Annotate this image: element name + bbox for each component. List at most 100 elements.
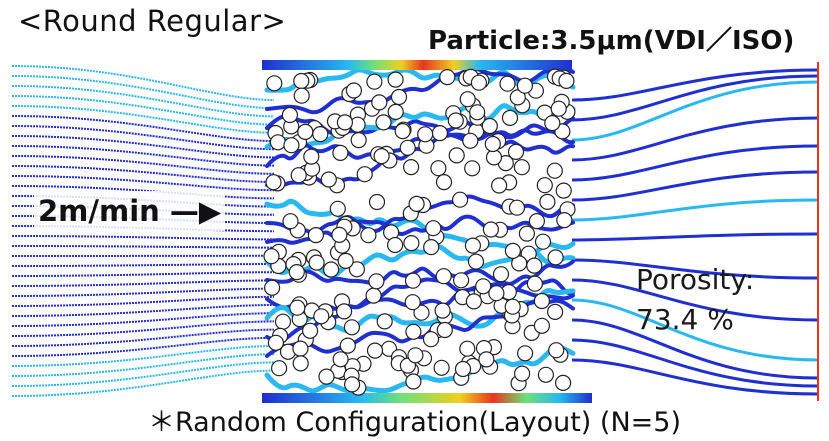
fiber-circle — [336, 114, 353, 131]
flow-simulation-image — [12, 60, 822, 403]
fiber-circle — [408, 195, 425, 212]
inflow-streamline — [12, 75, 275, 110]
fiber-circle — [533, 292, 551, 310]
fiber-circle — [371, 94, 388, 111]
fiber-circle — [528, 213, 546, 230]
fiber-circle — [526, 257, 543, 274]
fiber-circle — [439, 69, 456, 86]
fiber-circle — [544, 114, 561, 132]
fiber-circle — [368, 273, 385, 290]
fiber-circle — [356, 166, 373, 183]
fiber-circle — [485, 149, 503, 166]
fiber-circle — [387, 71, 404, 88]
fiber-circle — [344, 376, 361, 393]
outflow-streamline — [571, 170, 819, 202]
fiber-circle — [550, 100, 567, 117]
fiber-circle — [297, 123, 314, 141]
fiber-circle — [394, 122, 411, 140]
fiber-circle — [405, 373, 422, 390]
fiber-circle — [264, 279, 281, 296]
inflow-streamline — [12, 145, 275, 167]
outflow-streamline — [571, 278, 819, 322]
fiber-circle — [281, 106, 298, 124]
fiber-circle — [292, 355, 309, 372]
fiber-circle — [436, 321, 453, 339]
outflow-streamline — [571, 80, 819, 142]
inflow-streamline — [12, 115, 275, 142]
fiber-circle — [343, 319, 360, 336]
fiber-circle — [558, 72, 575, 89]
fiber-circle — [499, 75, 516, 92]
fiber-circle — [329, 200, 346, 217]
fiber-circle — [332, 351, 349, 368]
fiber-circle — [366, 342, 384, 359]
fiber-circle — [508, 199, 526, 216]
fiber-circle — [431, 124, 448, 142]
fiber-circle — [453, 272, 470, 289]
fiber-circle — [526, 275, 544, 292]
inflow-streamline — [12, 175, 275, 192]
outflow-streamline — [571, 68, 819, 102]
fiber-circle — [492, 266, 510, 283]
fiber-circle — [488, 285, 505, 302]
fiber-circle — [464, 160, 481, 177]
fiber-circle — [373, 147, 390, 165]
fiber-circle — [422, 331, 440, 348]
outflow-streamline — [571, 144, 819, 182]
outflow-streamline — [571, 116, 819, 162]
outflow-streamline — [571, 318, 819, 380]
inflow-streamline — [12, 295, 275, 307]
fiber-circle — [516, 345, 534, 362]
fiber-circle — [350, 131, 367, 149]
inflow-streamline — [12, 369, 275, 397]
outflow-streamline — [571, 232, 819, 242]
fiber-circle — [293, 72, 310, 90]
fiber-circle — [387, 103, 404, 121]
fiber-circle — [366, 73, 383, 90]
inflow-streamline — [12, 263, 275, 267]
fiber-circle — [513, 159, 530, 176]
inflow-streamline — [12, 65, 275, 101]
inflow-streamline — [12, 105, 275, 134]
fiber-circle — [345, 82, 362, 99]
fiber-circle — [269, 134, 286, 151]
inflow-streamline — [12, 235, 275, 241]
fiber-circle — [365, 287, 382, 304]
porosity-value: 73.4 % — [636, 303, 734, 336]
fiber-circle — [404, 294, 421, 311]
fiber-circle — [348, 261, 365, 278]
fiber-circle — [534, 233, 552, 250]
fiber-circle — [454, 360, 472, 378]
porosity-label: Porosity: — [636, 263, 755, 296]
title-particle-size: Particle:3.5μm(VDI／ISO) — [428, 26, 795, 56]
fiber-circle — [274, 313, 292, 330]
fiber-circle — [491, 177, 508, 194]
fiber-circle — [423, 239, 440, 256]
arrow-right-icon: —▶ — [169, 194, 222, 228]
fiber-circle — [554, 374, 572, 391]
fiber-circle — [537, 366, 555, 383]
fiber-circle — [546, 303, 564, 320]
fiber-circle — [501, 109, 519, 127]
fiber-circle — [308, 254, 325, 271]
fiber-circle — [548, 342, 565, 359]
outflow-streamline — [571, 74, 819, 122]
inflow-streamline — [12, 155, 275, 175]
fiber-circle — [504, 242, 521, 259]
fiber-circle — [430, 160, 447, 177]
fiber-circle — [266, 75, 283, 92]
inflow-streamline — [12, 336, 275, 357]
inflow-streamline — [12, 271, 275, 277]
fiber-circle — [282, 213, 299, 230]
outflow-streamline — [571, 298, 819, 362]
fiber-circle — [404, 272, 422, 289]
fiber-circle — [312, 125, 329, 143]
fiber-circle — [302, 322, 319, 339]
fiber-circle — [435, 268, 452, 285]
inflow-streamline — [12, 185, 275, 200]
fiber-circle — [368, 193, 386, 211]
inflow-streamline — [12, 320, 275, 337]
fiber-circle — [318, 368, 335, 385]
fiber-circle — [288, 264, 305, 281]
fiber-circle — [546, 162, 563, 179]
